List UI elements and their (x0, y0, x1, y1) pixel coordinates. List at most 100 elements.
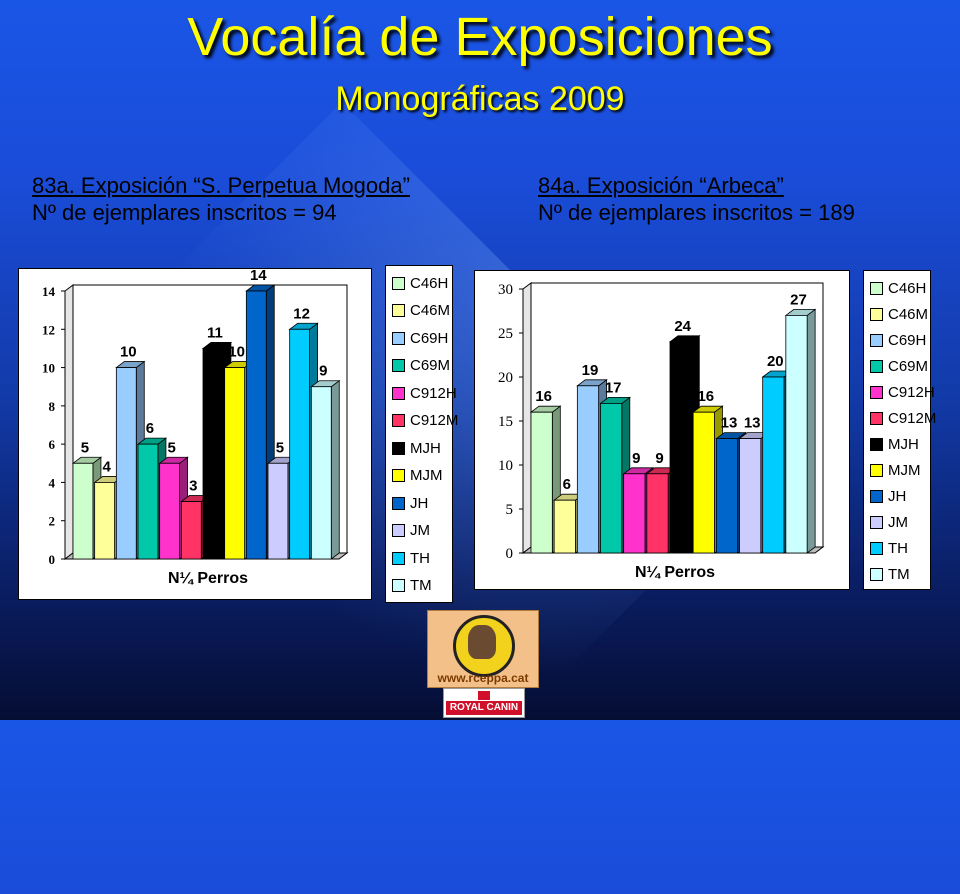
data-label-C912H: 5 (167, 439, 175, 456)
data-label-JH: 14 (250, 269, 267, 284)
legend-item-C46M: C46M (392, 300, 450, 322)
sponsor-logo: ROYAL CANIN (443, 688, 525, 718)
club-logo: www.rceppa.cat (427, 610, 539, 688)
y-tick-label: 0 (506, 546, 514, 562)
right-chart-panel: 0 5 10 15 20 25 30 16 6 19 17 9 9 24 16 13 13 20 27 N¼ Perr… (474, 270, 850, 590)
right-caption: 84a. Exposición “Arbeca” Nº de ejemplare… (538, 172, 855, 226)
legend-swatch (870, 515, 883, 529)
legend-item-TH: TH (870, 537, 908, 559)
legend-item-C912H: C912H (870, 381, 935, 403)
y-tick-label: 0 (49, 552, 56, 567)
data-label-MJM: 10 (228, 344, 245, 361)
y-tick-label: 14 (42, 284, 56, 299)
data-label-MJH: 11 (207, 324, 223, 341)
legend-item-C912H: C912H (392, 382, 457, 404)
club-url: www.rceppa.cat (437, 671, 529, 685)
y-tick-label: 6 (49, 437, 56, 452)
legend-item-TH: TH (392, 547, 430, 569)
legend-item-C46H: C46H (870, 277, 926, 299)
y-tick-label: 10 (42, 361, 55, 376)
legend-label: TM (888, 565, 910, 583)
dog-icon (468, 625, 496, 659)
legend-label: MJM (410, 467, 443, 484)
x-axis-label: N¼ Perros (635, 564, 715, 581)
plot-side-wall (64, 284, 74, 560)
legend-swatch (870, 489, 883, 503)
data-label-C46H: 5 (81, 439, 89, 456)
legend-item-C912M: C912M (392, 410, 458, 432)
legend-swatch (392, 331, 405, 345)
legend-item-JH: JH (870, 485, 906, 507)
y-tick-label: 25 (498, 326, 513, 342)
legend-swatch (870, 281, 883, 295)
legend-label: C69M (410, 357, 451, 374)
legend-swatch (392, 386, 405, 400)
legend-item-C69H: C69H (870, 329, 926, 351)
legend-label: C912H (410, 384, 457, 402)
legend-swatch (870, 359, 883, 373)
left-chart-panel: 0 2 4 6 8 10 12 14 5 4 10 6 5 3 11 10 14 5 12 9 N¼ Perros (18, 267, 372, 600)
legend-item-JM: JM (870, 511, 908, 533)
left-caption: 83a. Exposición “S. Perpetua Mogoda” Nº … (32, 172, 410, 226)
legend-label: C912M (410, 412, 459, 429)
data-label-JM: 13 (744, 415, 761, 432)
legend-label: TM (410, 577, 432, 594)
legend-swatch (392, 469, 405, 482)
legend-label: C46H (410, 274, 449, 292)
legend-swatch (870, 541, 883, 555)
data-label-C46M: 6 (563, 476, 571, 493)
legend-item-JM: JM (392, 520, 430, 542)
legend-item-MJM: MJM (870, 459, 921, 481)
data-label-TH: 12 (293, 305, 310, 322)
data-label-C69M: 17 (605, 379, 622, 396)
y-tick-label: 20 (498, 370, 513, 386)
legend-item-MJM: MJM (392, 465, 443, 487)
legend-label: MJH (888, 435, 919, 453)
data-label-C46H: 16 (535, 388, 552, 405)
legend-item-MJH: MJH (870, 433, 919, 455)
legend-label: JH (410, 494, 429, 512)
legend-label: C912H (888, 383, 935, 401)
data-label-MJH: 24 (674, 318, 691, 335)
legend-item-MJH: MJH (392, 437, 441, 459)
legend-swatch (870, 463, 883, 477)
legend-label: JM (888, 513, 908, 531)
y-tick-label: 15 (498, 414, 513, 430)
legend-swatch (392, 551, 405, 565)
legend-swatch (392, 524, 405, 537)
data-label-C912M: 9 (655, 450, 663, 467)
right-count-text: Nº de ejemplares inscritos = 189 (538, 200, 855, 225)
legend-item-C69M: C69M (870, 355, 928, 377)
crown-icon (478, 691, 490, 700)
legend-label: TH (888, 539, 908, 557)
y-tick-label: 8 (49, 399, 56, 414)
y-tick-label: 4 (49, 475, 56, 490)
legend-swatch (870, 385, 883, 399)
legend-label: C46M (888, 305, 929, 323)
data-label-C46M: 4 (102, 458, 111, 475)
right-bar-chart: 0 5 10 15 20 25 30 16 6 19 17 9 9 24 16 13 13 20 27 N¼ Perr… (498, 282, 825, 581)
bar-TM (310, 379, 341, 560)
legend-swatch (870, 307, 883, 321)
legend-swatch (392, 359, 405, 372)
sponsor-name: ROYAL CANIN (446, 701, 522, 715)
legend-swatch (870, 437, 883, 451)
data-label-MJM: 16 (697, 388, 714, 405)
plot-side-wall (522, 282, 532, 554)
data-label-C912H: 9 (632, 450, 640, 467)
legend-label: C69H (888, 331, 927, 349)
legend-swatch (392, 579, 405, 592)
legend-item-C46M: C46M (870, 303, 928, 325)
y-tick-label: 30 (498, 282, 513, 298)
legend-swatch (870, 333, 883, 347)
legend-item-C46H: C46H (392, 272, 448, 294)
legend-label: MJM (888, 461, 921, 479)
left-exhibition-heading: 83a. Exposición “S. Perpetua Mogoda” (32, 173, 410, 198)
y-tick-label: 10 (498, 458, 513, 474)
data-label-C69H: 10 (120, 344, 137, 361)
legend-swatch (392, 414, 405, 427)
left-chart-legend: C46H C46M C69H C69M C912H C912M MJH MJM JH JM TH TM (385, 265, 458, 603)
left-count-text: Nº de ejemplares inscritos = 94 (32, 200, 337, 225)
legend-swatch (870, 567, 883, 581)
right-exhibition-heading: 84a. Exposición “Arbeca” (538, 173, 784, 198)
